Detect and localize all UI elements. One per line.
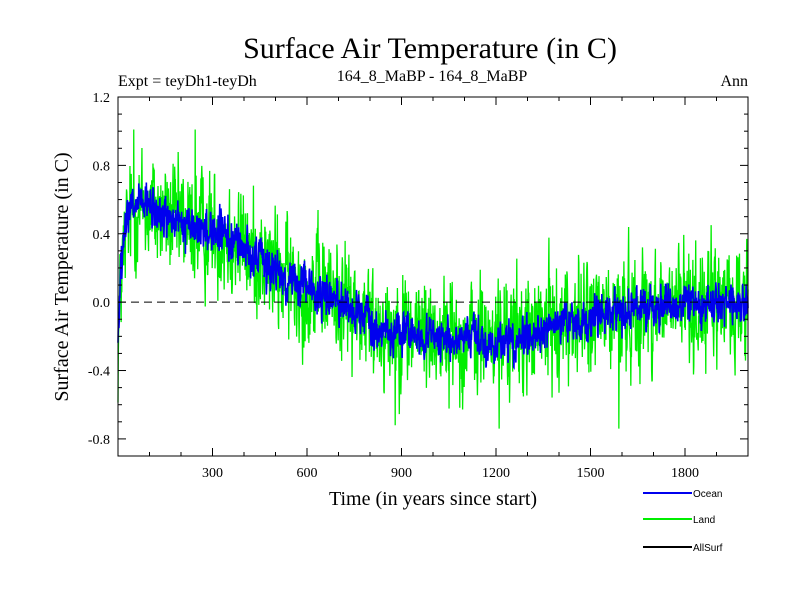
series-line-ocean xyxy=(117,182,749,371)
y-tick-label: 0.8 xyxy=(93,159,111,174)
series-layer xyxy=(117,129,749,429)
x-tick-label: 300 xyxy=(202,466,223,481)
legend-label-ocean: Ocean xyxy=(693,489,722,500)
x-axis-label: Time (in years since start) xyxy=(329,488,537,510)
y-tick-label: 0.0 xyxy=(93,296,111,311)
x-tick-label: 1800 xyxy=(671,466,699,481)
x-tick-label: 1200 xyxy=(482,466,510,481)
y-axis-label: Surface Air Temperature (in C) xyxy=(51,152,73,401)
legend: Ocean Land AllSurf xyxy=(643,489,723,554)
chart-subtitle-left: Expt = teyDh1-teyDh xyxy=(118,73,257,90)
chart-subtitle-right: Ann xyxy=(720,73,748,90)
legend-label-allsurf: AllSurf xyxy=(693,543,723,554)
x-tick-label: 1500 xyxy=(577,466,605,481)
y-axis: -0.8 -0.4 0.0 0.4 0.8 1.2 xyxy=(88,91,748,457)
y-tick-label: 1.2 xyxy=(93,91,111,106)
x-axis: 300 600 900 1200 1500 1800 xyxy=(149,97,717,481)
y-tick-label: -0.4 xyxy=(88,365,110,380)
chart-subtitle-center: 164_8_MaBP - 164_8_MaBP xyxy=(337,68,528,85)
legend-label-land: Land xyxy=(693,515,715,526)
series-line-land xyxy=(117,129,749,429)
chart-title: Surface Air Temperature (in C) xyxy=(243,32,617,65)
plot-area xyxy=(117,96,749,457)
x-tick-label: 900 xyxy=(391,466,412,481)
x-tick-label: 600 xyxy=(297,466,318,481)
y-tick-label: 0.4 xyxy=(93,228,111,243)
y-tick-label: -0.8 xyxy=(88,433,110,448)
